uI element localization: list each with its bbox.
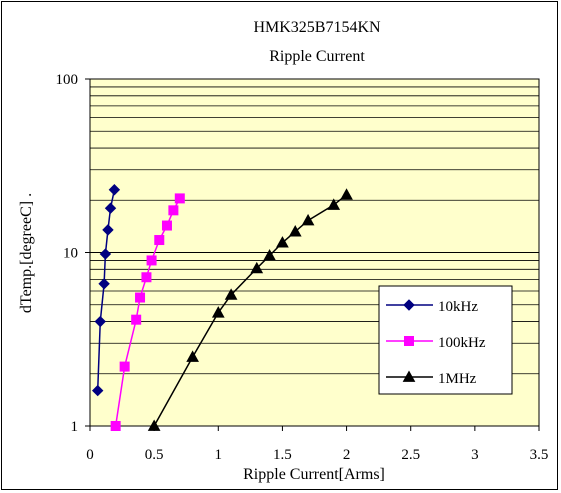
data-point (211, 306, 225, 318)
data-point (94, 315, 106, 328)
data-point (154, 235, 165, 246)
data-point (141, 272, 152, 283)
data-point (98, 278, 110, 290)
data-point (104, 202, 117, 214)
data-point (161, 220, 172, 231)
legend-label: 10kHz (438, 299, 478, 315)
legend-box (378, 285, 513, 395)
y-axis-label: dTemp.[degreeC] . (18, 193, 35, 313)
data-point (186, 350, 199, 362)
data-point (301, 213, 315, 226)
x-tick-label: 1.5 (273, 447, 292, 463)
axis-ticks: 0 0.5 1 1.5 2 2.5 3 3.5 1 10 100 (56, 72, 549, 463)
x-tick-label: 1 (215, 447, 223, 463)
legend-marker (404, 336, 414, 346)
series-line (114, 198, 181, 427)
data-point (168, 205, 179, 216)
data-point (250, 261, 264, 274)
data-point (108, 184, 121, 196)
data-point (99, 248, 112, 260)
data-point (174, 193, 185, 204)
data-point (276, 236, 289, 248)
data-point (146, 255, 157, 266)
data-point (288, 225, 302, 237)
legend-label: 100kHz (438, 335, 486, 351)
legend: 10kHz 100kHz 1MHz (378, 285, 513, 395)
x-tick-label: 2 (343, 447, 351, 463)
legend-marker (402, 370, 416, 382)
legend-marker (403, 299, 415, 311)
x-tick-label: 0.5 (145, 447, 164, 463)
x-tick-label: 2.5 (401, 447, 420, 463)
data-point (131, 314, 142, 325)
data-point (340, 188, 353, 200)
data-point (119, 361, 130, 372)
data-point (327, 198, 341, 210)
data-point (102, 224, 114, 236)
chart-title: HMK325B7154KN (253, 19, 381, 36)
data-point (224, 288, 238, 300)
series-10kHz (91, 184, 121, 397)
series-layer (91, 184, 353, 431)
data-point (110, 421, 121, 431)
x-tick-label: 3.5 (530, 447, 549, 463)
data-point (263, 249, 276, 261)
y-tick-label: 1 (71, 419, 79, 435)
data-point (91, 384, 104, 397)
data-point (135, 292, 146, 303)
series-100kHz (110, 193, 185, 431)
legend-label: 1MHz (438, 371, 477, 387)
chart-subtitle: Ripple Current (269, 48, 365, 65)
x-tick-label: 3 (471, 447, 479, 463)
y-tick-label: 10 (63, 246, 78, 262)
x-axis-label: Ripple Current[Arms] (243, 466, 385, 483)
series-1MHz (147, 188, 353, 431)
y-tick-label: 100 (56, 72, 79, 88)
x-tick-label: 0 (86, 447, 94, 463)
